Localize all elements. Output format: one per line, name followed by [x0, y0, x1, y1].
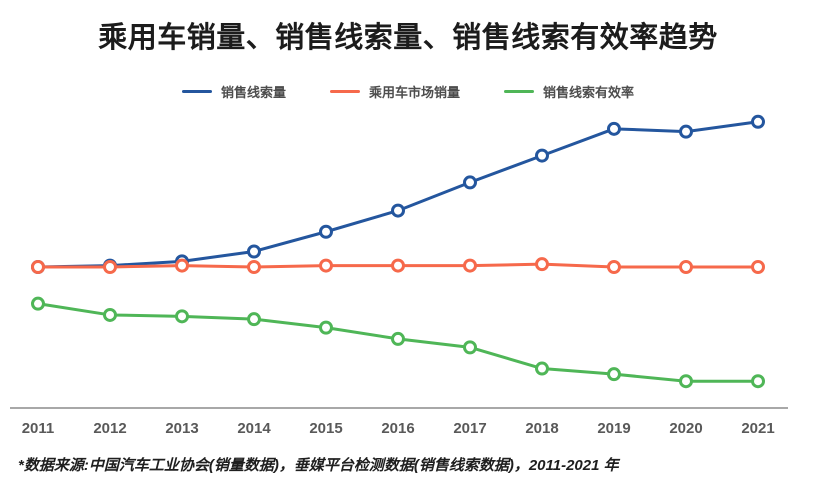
- data-point-marker: [319, 224, 333, 239]
- trend-line-chart: 2011 2012 2013 2014 2015 2016 2017 2018 2019 2020…: [10, 114, 788, 437]
- data-point-marker: [175, 309, 189, 324]
- data-source-note: *数据来源:中国汽车工业协会(销量数据)，垂媒平台检测数据(销售线索数据)，20…: [18, 457, 619, 474]
- data-point-marker: [391, 331, 405, 346]
- legend-line-swatch: [504, 89, 534, 94]
- x-tick-label: 2014: [237, 420, 271, 437]
- x-tick-label: 2013: [165, 420, 198, 437]
- data-point-marker: [247, 244, 261, 259]
- legend-line-swatch: [181, 89, 212, 94]
- data-point-marker: [751, 374, 765, 389]
- legend-label: 乘用车市场销量: [368, 85, 460, 100]
- chart-legend: 销售线索量 乘用车市场销量 销售线索有效率: [0, 82, 816, 101]
- data-point-marker: [607, 367, 621, 382]
- x-tick-label: 2020: [669, 420, 702, 437]
- legend-item-1: 乘用车市场销量: [329, 82, 460, 101]
- data-point-marker: [535, 257, 549, 272]
- data-point-marker: [247, 312, 261, 327]
- data-point-marker: [103, 307, 117, 322]
- data-point-marker: [31, 296, 45, 311]
- data-point-marker: [175, 258, 189, 273]
- x-tick-label: 2021: [741, 420, 774, 437]
- data-point-marker: [607, 121, 621, 136]
- data-point-marker: [463, 340, 477, 355]
- x-tick-label: 2012: [93, 420, 126, 437]
- data-point-marker: [679, 260, 693, 274]
- data-point-marker: [247, 260, 261, 274]
- legend-item-2: 销售线索有效率: [504, 82, 634, 101]
- legend-item-0: 销售线索量: [181, 82, 286, 101]
- data-point-marker: [319, 258, 333, 273]
- x-tick-label: 2019: [597, 420, 630, 437]
- x-tick-label: 2011: [22, 420, 55, 437]
- data-point-marker: [535, 361, 549, 376]
- data-point-marker: [31, 260, 45, 274]
- data-point-marker: [535, 148, 549, 163]
- series-line-0: [36, 120, 760, 269]
- chart-title: 乘用车销量、销售线索量、销售线索有效率趋势: [98, 22, 718, 54]
- data-point-marker: [463, 258, 477, 273]
- data-point-marker: [751, 260, 765, 274]
- legend-label: 销售线索有效率: [543, 85, 635, 100]
- data-point-marker: [463, 175, 477, 190]
- legend-label: 销售线索量: [220, 85, 286, 100]
- data-point-marker: [319, 320, 333, 335]
- x-tick-label: 2018: [525, 420, 558, 437]
- legend-line-swatch: [329, 89, 360, 94]
- data-point-marker: [751, 114, 765, 129]
- data-point-marker: [607, 260, 621, 274]
- x-tick-label: 2015: [309, 420, 342, 437]
- data-point-marker: [103, 260, 117, 274]
- data-point-marker: [391, 203, 405, 218]
- data-point-marker: [391, 258, 405, 273]
- x-tick-label: 2016: [381, 420, 414, 437]
- data-point-marker: [679, 374, 693, 389]
- x-tick-label: 2017: [453, 420, 486, 437]
- data-point-marker: [679, 124, 693, 139]
